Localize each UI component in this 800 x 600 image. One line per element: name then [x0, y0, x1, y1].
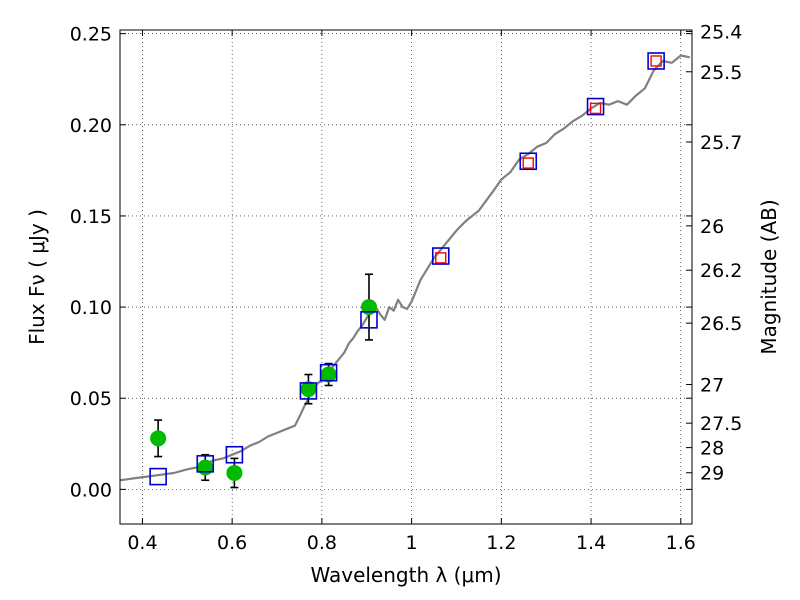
y-tick-label: 0.05 — [70, 388, 112, 410]
magnitude-tick-label: 25.4 — [700, 21, 742, 43]
y-tick-label: 0.25 — [70, 24, 112, 46]
model-photometry-point — [196, 455, 215, 473]
observed-point — [197, 459, 214, 476]
y-tick-label: 0.20 — [70, 115, 112, 137]
observed-point — [150, 430, 167, 447]
highlight-point — [435, 252, 447, 264]
x-tick-label: 0.4 — [127, 532, 157, 554]
model-photometry-point — [319, 363, 338, 382]
axis-ticks — [120, 30, 692, 524]
x-tick-label: 0.6 — [217, 532, 247, 554]
x-axis-label: Wavelength λ (μm) — [310, 563, 501, 587]
y-tick-label: 0.00 — [70, 479, 112, 501]
magnitude-tick-label: 25.5 — [700, 62, 742, 84]
plot-frame — [119, 29, 693, 525]
magnitude-tick-labels: 25.4 25.5 25.7 26 26.2 26.5 27 27.5 28 29 — [700, 21, 742, 484]
model-photometry-point — [299, 382, 318, 400]
magnitude-tick-label: 27.5 — [700, 413, 742, 435]
observed-point — [360, 299, 377, 316]
y-tick-label: 0.15 — [70, 206, 112, 228]
magnitude-tick-label: 26 — [700, 216, 724, 238]
model-photometry-point — [586, 97, 605, 116]
magnitude-tick-label: 28 — [700, 438, 724, 460]
model-spectrum-line — [119, 54, 691, 482]
y-axis-label: Flux Fν ( μJy ) — [25, 209, 49, 345]
x-tick-label: 1.6 — [666, 532, 696, 554]
x-tick-label: 1 — [406, 532, 418, 554]
x-tick-labels: 0.4 0.6 0.8 1 1.2 1.4 1.6 — [127, 532, 696, 554]
error-bars — [154, 273, 373, 489]
right-axis-label: Magnitude (AB) — [757, 199, 781, 354]
model-photometry-point — [149, 467, 167, 486]
observed-point — [226, 464, 243, 481]
highlight-point — [650, 55, 662, 67]
magnitude-tick-label: 27 — [700, 374, 724, 396]
highlight-point — [589, 102, 602, 115]
magnitude-tick-label: 26.5 — [700, 313, 742, 335]
x-tick-label: 1.2 — [486, 532, 516, 554]
magnitude-tick-label: 26.2 — [700, 260, 742, 282]
magnitude-tick-label: 29 — [700, 463, 724, 485]
observed-points — [150, 299, 377, 481]
observed-point — [300, 381, 317, 398]
model-photometry-point — [647, 52, 665, 70]
highlight-point — [522, 157, 534, 169]
model-photometry-point — [519, 152, 538, 171]
model-spectrum — [119, 54, 691, 482]
y-tick-labels: 0.00 0.05 0.10 0.15 0.20 0.25 — [70, 24, 112, 502]
highlight-points — [435, 55, 662, 264]
x-tick-label: 1.4 — [576, 532, 606, 554]
x-tick-label: 0.8 — [307, 532, 337, 554]
grid — [120, 30, 692, 524]
model-photometry-point — [225, 445, 244, 464]
magnitude-tick-label: 25.7 — [700, 132, 742, 154]
model-photometry-point — [360, 311, 378, 329]
model-photometry-points — [149, 52, 665, 486]
model-photometry-point — [431, 247, 450, 265]
y-tick-label: 0.10 — [70, 297, 112, 319]
observed-point — [320, 366, 337, 383]
